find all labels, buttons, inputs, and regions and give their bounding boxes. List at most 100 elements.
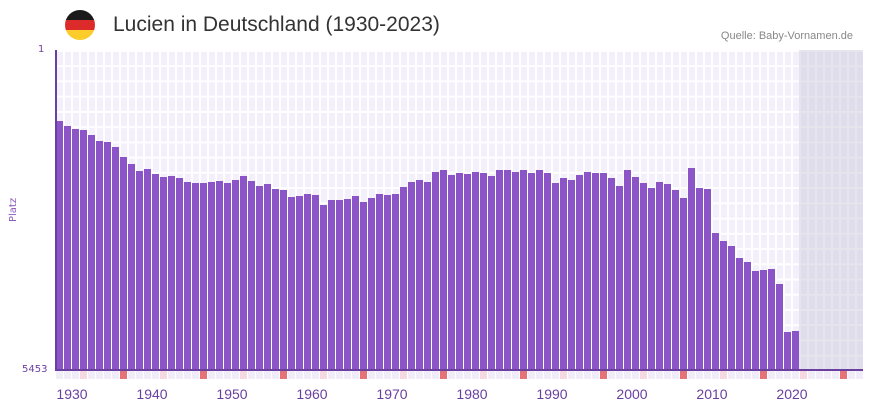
bar-1971[interactable] <box>384 194 391 370</box>
bar-1938[interactable] <box>120 156 127 370</box>
bar-1972[interactable] <box>392 193 399 370</box>
bar-1956[interactable] <box>264 183 271 370</box>
bar-2011[interactable] <box>704 188 711 370</box>
bar-2015[interactable] <box>736 257 743 370</box>
bar-1975[interactable] <box>416 179 423 370</box>
x-tick-label: 1950 <box>216 386 248 402</box>
bar-1963[interactable] <box>320 204 327 370</box>
bar-2018[interactable] <box>760 269 767 370</box>
bar-1953[interactable] <box>240 175 247 370</box>
x-tick-label: 1940 <box>136 386 168 402</box>
bar-1991[interactable] <box>544 172 551 370</box>
bar-1948[interactable] <box>200 182 207 370</box>
bar-1988[interactable] <box>520 169 527 370</box>
bar-1993[interactable] <box>560 177 567 370</box>
bar-1936[interactable] <box>104 141 111 370</box>
bar-1952[interactable] <box>232 179 239 370</box>
bar-1931[interactable] <box>64 125 71 370</box>
bar-1960[interactable] <box>296 195 303 370</box>
bar-1986[interactable] <box>504 169 511 370</box>
bar-1930[interactable] <box>56 120 63 370</box>
bar-1958[interactable] <box>280 189 287 370</box>
bar-2006[interactable] <box>664 183 671 370</box>
bar-1979[interactable] <box>448 174 455 370</box>
bar-1945[interactable] <box>176 177 183 370</box>
bar-2022[interactable] <box>792 330 799 370</box>
bar-2019[interactable] <box>768 268 775 370</box>
bar-2009[interactable] <box>688 167 695 370</box>
bar-2010[interactable] <box>696 187 703 370</box>
bar-1970[interactable] <box>376 193 383 370</box>
bar-1954[interactable] <box>248 180 255 370</box>
bar-1968[interactable] <box>360 201 367 370</box>
bar-1951[interactable] <box>224 182 231 370</box>
bar-1950[interactable] <box>216 180 223 370</box>
bar-2005[interactable] <box>656 181 663 370</box>
bar-2002[interactable] <box>632 176 639 370</box>
bar-1957[interactable] <box>272 188 279 370</box>
bar-1939[interactable] <box>128 163 135 370</box>
bar-2000[interactable] <box>616 185 623 370</box>
year-tick <box>392 371 399 379</box>
year-tick <box>792 371 799 379</box>
bar-1977[interactable] <box>432 171 439 370</box>
bar-1978[interactable] <box>440 169 447 370</box>
bar-2008[interactable] <box>680 197 687 370</box>
bar-1944[interactable] <box>168 175 175 370</box>
bar-1973[interactable] <box>400 186 407 370</box>
bar-1947[interactable] <box>192 182 199 370</box>
bar-2021[interactable] <box>784 331 791 370</box>
bar-2014[interactable] <box>728 245 735 370</box>
bar-1982[interactable] <box>472 171 479 370</box>
x-tick-label: 2010 <box>696 386 728 402</box>
bar-1974[interactable] <box>408 181 415 370</box>
bar-1969[interactable] <box>368 197 375 370</box>
bar-1995[interactable] <box>576 174 583 370</box>
bar-1987[interactable] <box>512 171 519 370</box>
bar-1997[interactable] <box>592 172 599 370</box>
bar-1932[interactable] <box>72 128 79 370</box>
bar-1935[interactable] <box>96 140 103 370</box>
bar-1959[interactable] <box>288 196 295 370</box>
bar-1990[interactable] <box>536 169 543 370</box>
bar-1996[interactable] <box>584 171 591 370</box>
bar-1994[interactable] <box>568 179 575 370</box>
bar-1966[interactable] <box>344 198 351 370</box>
bar-1998[interactable] <box>600 172 607 370</box>
bar-1989[interactable] <box>528 172 535 370</box>
bar-1984[interactable] <box>488 175 495 370</box>
bar-1949[interactable] <box>208 181 215 370</box>
bar-2003[interactable] <box>640 182 647 370</box>
bar-1962[interactable] <box>312 194 319 370</box>
bar-1955[interactable] <box>256 185 263 370</box>
bar-1965[interactable] <box>336 199 343 370</box>
year-tick <box>312 371 319 379</box>
bar-1934[interactable] <box>88 134 95 370</box>
bar-1992[interactable] <box>552 182 559 370</box>
bar-1946[interactable] <box>184 181 191 370</box>
bar-2007[interactable] <box>672 189 679 370</box>
bar-1976[interactable] <box>424 181 431 370</box>
bar-1942[interactable] <box>152 173 159 370</box>
year-tick <box>248 371 255 379</box>
bar-1980[interactable] <box>456 172 463 370</box>
bar-1983[interactable] <box>480 172 487 370</box>
bar-1967[interactable] <box>352 195 359 370</box>
bar-2016[interactable] <box>744 261 751 370</box>
bar-1999[interactable] <box>608 177 615 370</box>
bar-1933[interactable] <box>80 129 87 370</box>
bar-2001[interactable] <box>624 169 631 370</box>
bar-2012[interactable] <box>712 232 719 370</box>
bar-1961[interactable] <box>304 193 311 370</box>
bar-1985[interactable] <box>496 169 503 370</box>
bar-2017[interactable] <box>752 270 759 370</box>
bar-1940[interactable] <box>136 170 143 370</box>
bar-2020[interactable] <box>776 283 783 370</box>
bar-2004[interactable] <box>648 187 655 370</box>
bar-1964[interactable] <box>328 199 335 370</box>
bar-1981[interactable] <box>464 173 471 370</box>
bar-1943[interactable] <box>160 176 167 370</box>
bar-1941[interactable] <box>144 168 151 370</box>
bar-2013[interactable] <box>720 240 727 370</box>
bar-1937[interactable] <box>112 146 119 370</box>
